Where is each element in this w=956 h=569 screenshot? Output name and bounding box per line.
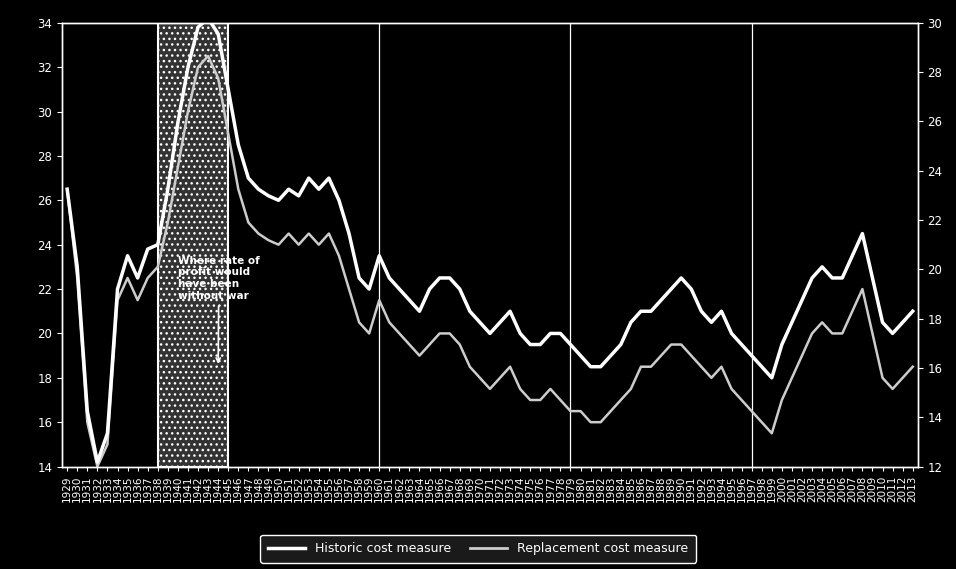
Historic cost measure	[92, 459, 103, 465]
Line: Replacement cost measure: Replacement cost measure	[67, 56, 913, 467]
Replacement cost measure	[61, 185, 73, 192]
Historic cost measure	[343, 230, 355, 237]
Replacement cost measure	[223, 130, 234, 137]
Historic cost measure	[907, 308, 919, 315]
Historic cost measure	[877, 319, 888, 325]
Legend: Historic cost measure, Replacement cost measure: Historic cost measure, Replacement cost …	[260, 535, 696, 563]
Historic cost measure	[203, 15, 214, 22]
Replacement cost measure	[505, 363, 516, 370]
Replacement cost measure	[907, 363, 919, 370]
Replacement cost measure	[374, 297, 385, 304]
Historic cost measure	[61, 185, 73, 192]
Line: Historic cost measure: Historic cost measure	[67, 18, 913, 462]
Historic cost measure	[374, 253, 385, 259]
Replacement cost measure	[334, 253, 345, 259]
Historic cost measure	[334, 197, 345, 204]
Historic cost measure	[223, 86, 234, 93]
Historic cost measure	[505, 308, 516, 315]
Replacement cost measure	[343, 286, 355, 292]
Replacement cost measure	[877, 374, 888, 381]
Bar	[158, 23, 228, 467]
Replacement cost measure	[203, 52, 214, 59]
Text: Where rate of
profit would
have been
without war: Where rate of profit would have been wit…	[178, 256, 260, 362]
Replacement cost measure	[92, 463, 103, 470]
